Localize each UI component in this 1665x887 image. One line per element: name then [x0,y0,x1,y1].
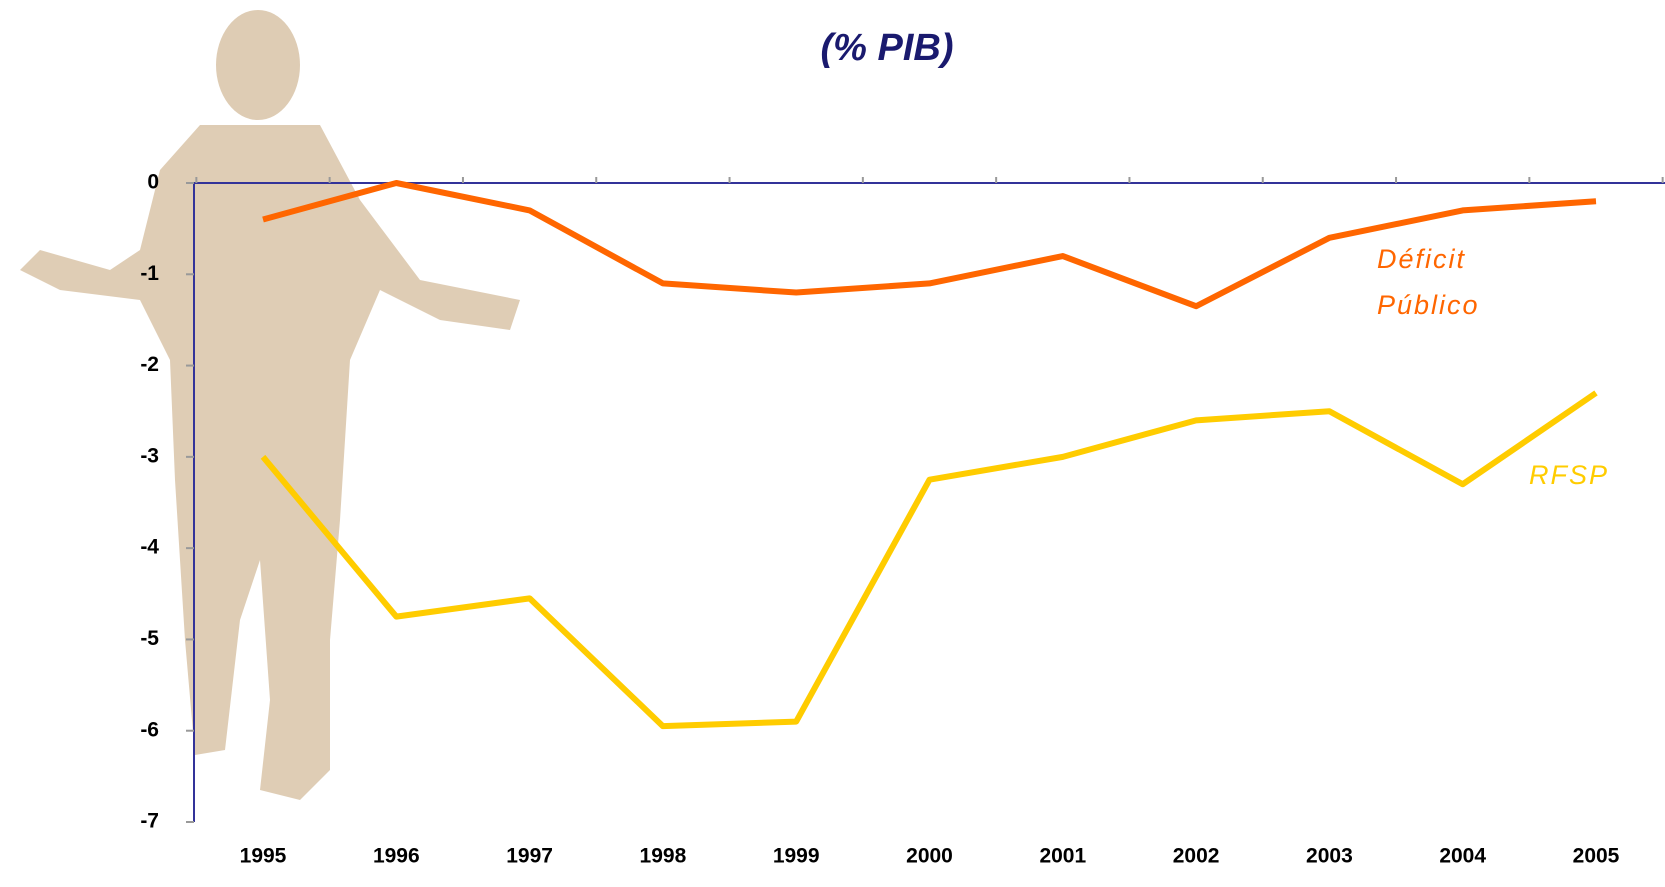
y-tick-label: -3 [140,444,159,467]
x-tick-label: 2003 [1306,845,1353,868]
x-tick-label: 1995 [240,845,287,868]
y-tick-label: -2 [140,353,159,376]
x-tick-label: 2005 [1573,845,1620,868]
y-tick-label: -6 [140,718,159,741]
y-tick-label: -5 [140,627,159,650]
series-label: Déficit Público [1377,244,1480,320]
x-tick-label: 2000 [906,845,953,868]
x-tick-label: 1996 [373,845,420,868]
series-label: RFSP [1529,460,1610,490]
series-line [260,390,1598,730]
series-line [262,180,1597,310]
y-tick-label: -1 [140,262,159,285]
x-tick-label: 2002 [1173,845,1220,868]
x-tick-label: 1997 [506,845,553,868]
y-tick-label: -7 [140,810,159,833]
x-tick-label: 1999 [773,845,820,868]
chart-title: (% PIB) [821,27,954,69]
x-tick-label: 2004 [1439,845,1486,868]
x-tick-label: 2001 [1039,845,1086,868]
y-tick-label: 0 [147,171,159,194]
x-tick-label: 1998 [640,845,687,868]
silhouette [20,10,520,800]
y-tick-label: -4 [140,536,159,559]
